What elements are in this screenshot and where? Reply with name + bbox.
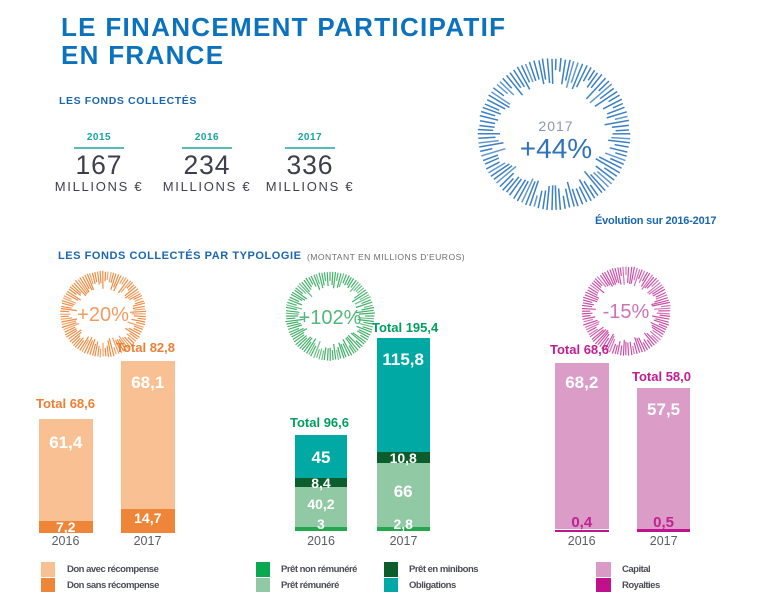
svg-text:+44%: +44% bbox=[520, 133, 592, 164]
svg-text:-15%: -15% bbox=[603, 301, 650, 323]
svg-text:+102%: +102% bbox=[299, 307, 362, 329]
svg-text:2017: 2017 bbox=[538, 118, 573, 134]
svg-text:+20%: +20% bbox=[77, 304, 129, 326]
